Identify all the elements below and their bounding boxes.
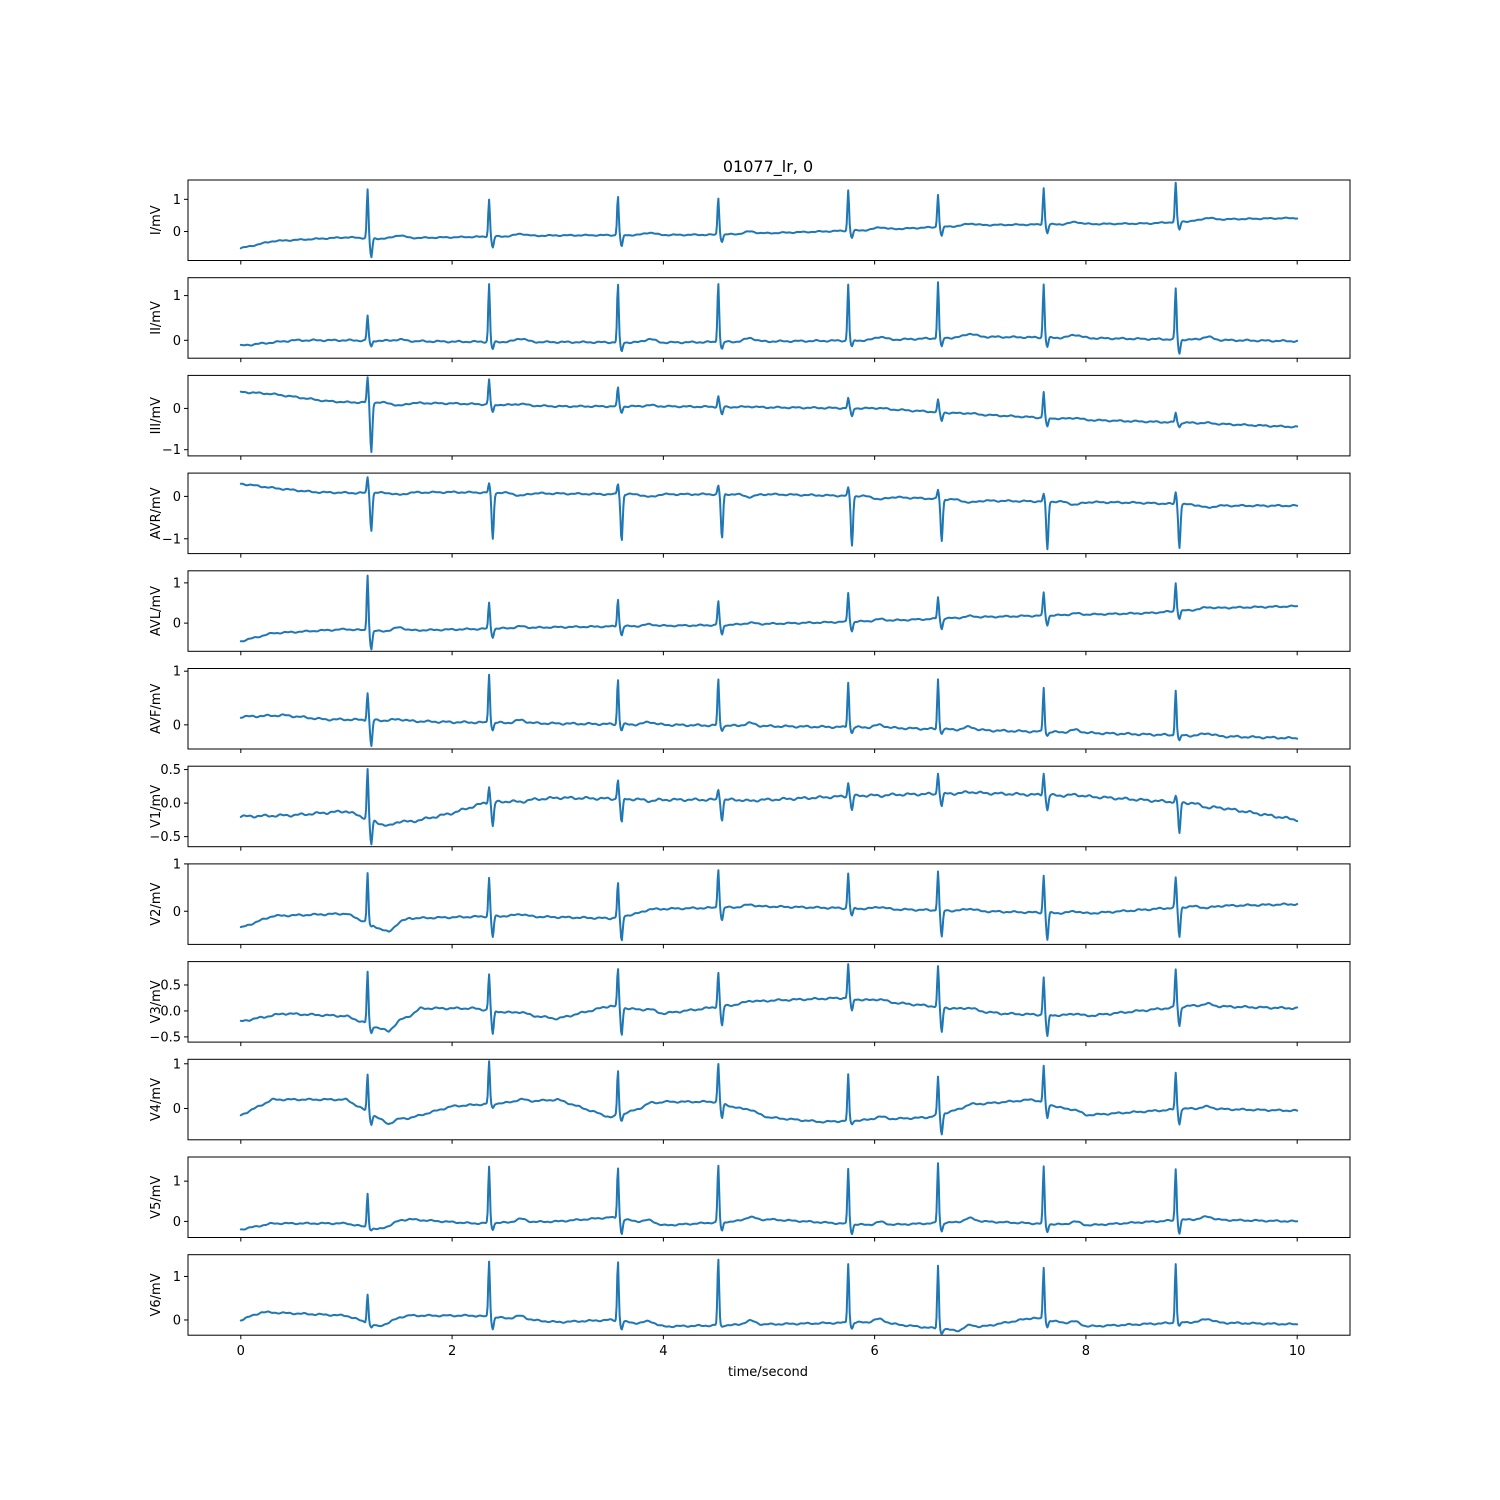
y-tick-label: 0 xyxy=(173,402,181,417)
y-tick-label: 1 xyxy=(173,193,181,208)
lead-panel: 0 1 V2/mV xyxy=(149,857,1351,949)
lead-panel: 0 1 V5/mV xyxy=(149,1156,1351,1242)
axes-frame xyxy=(187,961,1351,1043)
axes-frame xyxy=(187,374,1351,457)
y-tick-label: 1 xyxy=(173,1057,181,1072)
lead-trace xyxy=(239,1258,1299,1336)
y-tick-label: 0 xyxy=(173,1102,181,1117)
x-tick-label: 0 xyxy=(237,1344,245,1359)
lead-panel: 0 1 V4/mV xyxy=(149,1057,1351,1144)
lead-trace xyxy=(239,281,1299,355)
lead-trace xyxy=(239,673,1299,747)
axes-frame xyxy=(187,179,1351,261)
y-tick-label: 1 xyxy=(173,289,181,304)
y-axis-label: III/mV xyxy=(149,397,164,435)
x-axis-label: time/second xyxy=(728,1365,808,1380)
axes-frame xyxy=(187,668,1351,750)
x-tick-label: 6 xyxy=(870,1344,878,1359)
y-tick-label: 0.5 xyxy=(160,763,181,778)
lead-panel: −0.5 0.0 0.5 V1/mV xyxy=(149,763,1351,851)
y-tick-label: −1 xyxy=(162,443,181,458)
y-axis-label: AVR/mV xyxy=(149,487,164,539)
x-axis: 0 2 4 6 8 10 xyxy=(237,1344,1306,1359)
lead-trace xyxy=(239,1060,1299,1136)
y-axis-label: V4/mV xyxy=(149,1078,164,1121)
axes-frame xyxy=(187,1254,1351,1336)
y-tick-label: 0 xyxy=(173,617,181,632)
y-tick-label: 0.0 xyxy=(160,1004,181,1019)
y-tick-label: −0.5 xyxy=(149,830,181,845)
x-tick-label: 2 xyxy=(448,1344,456,1359)
y-tick-label: 1 xyxy=(173,665,181,680)
lead-panel: −1 0 III/mV xyxy=(149,374,1351,460)
lead-trace xyxy=(239,1162,1299,1236)
axes-frame xyxy=(187,1058,1351,1141)
axes-frame xyxy=(187,1156,1351,1238)
lead-trace xyxy=(239,376,1299,453)
y-axis-label: AVF/mV xyxy=(149,683,164,733)
y-axis-label: V5/mV xyxy=(149,1176,164,1219)
y-tick-label: 1 xyxy=(173,857,181,872)
lead-trace xyxy=(239,476,1299,551)
lead-panel: 0 1 AVL/mV xyxy=(149,570,1351,656)
lead-panel: 0 1 V6/mV xyxy=(149,1254,1351,1340)
x-tick-label: 4 xyxy=(659,1344,667,1359)
lead-panels: 01I/mV01II/mV−10III/mV−10AVR/mV01AVL/mV0… xyxy=(149,179,1351,1340)
y-tick-label: 1 xyxy=(173,1270,181,1285)
lead-panel: −0.5 0.0 0.5V3/mV xyxy=(149,961,1351,1047)
y-axis-label: V2/mV xyxy=(149,882,164,925)
y-tick-label: 0 xyxy=(173,490,181,505)
lead-trace xyxy=(239,768,1299,846)
axes-frame xyxy=(187,472,1351,555)
y-tick-label: −0.5 xyxy=(149,1030,181,1045)
lead-panel: 0 1 II/mV xyxy=(149,277,1351,363)
y-axis-label: II/mV xyxy=(149,301,164,335)
x-tick-label: 8 xyxy=(1082,1344,1090,1359)
y-axis-label: V3/mV xyxy=(149,980,164,1023)
y-tick-label: 0.5 xyxy=(160,978,181,993)
y-tick-label: 0 xyxy=(173,225,181,240)
y-tick-label: 0 xyxy=(173,334,181,349)
x-tick-label: 10 xyxy=(1289,1344,1306,1359)
y-axis-label: V6/mV xyxy=(149,1273,164,1316)
lead-panel: −1 0 AVR/mV xyxy=(149,472,1351,558)
y-tick-label: 0 xyxy=(173,905,181,920)
y-tick-label: 1 xyxy=(173,1175,181,1190)
y-tick-label: 0.0 xyxy=(160,797,181,812)
y-axis-label: I/mV xyxy=(149,205,164,235)
lead-trace xyxy=(239,181,1299,259)
axes-frame xyxy=(187,277,1351,359)
y-tick-label: 0 xyxy=(173,718,181,733)
y-tick-label: 1 xyxy=(173,576,181,591)
lead-panel: 0 1 AVF/mV xyxy=(149,665,1351,753)
axes-frame xyxy=(187,570,1351,652)
y-tick-label: 0 xyxy=(173,1313,181,1328)
lead-trace xyxy=(239,963,1299,1037)
axes-frame xyxy=(187,765,1351,848)
y-axis-label: V1/mV xyxy=(149,785,164,828)
lead-trace xyxy=(239,869,1299,942)
y-axis-label: AVL/mV xyxy=(149,586,164,636)
chart-title: 01077_lr, 0 xyxy=(723,157,813,177)
y-tick-label: 0 xyxy=(173,1215,181,1230)
lead-trace xyxy=(239,574,1299,651)
lead-panel: 0 1 I/mV xyxy=(149,179,1351,265)
y-tick-label: −1 xyxy=(162,532,181,547)
axes-frame xyxy=(187,863,1351,945)
